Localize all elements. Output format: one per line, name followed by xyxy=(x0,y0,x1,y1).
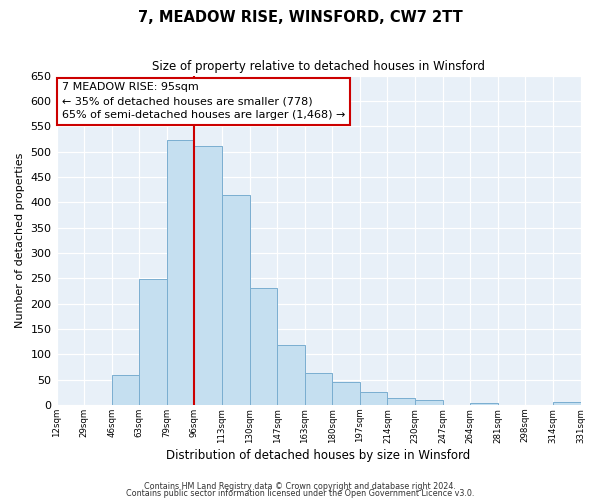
Title: Size of property relative to detached houses in Winsford: Size of property relative to detached ho… xyxy=(152,60,485,73)
Text: Contains HM Land Registry data © Crown copyright and database right 2024.: Contains HM Land Registry data © Crown c… xyxy=(144,482,456,491)
Text: 7 MEADOW RISE: 95sqm
← 35% of detached houses are smaller (778)
65% of semi-deta: 7 MEADOW RISE: 95sqm ← 35% of detached h… xyxy=(62,82,345,120)
Text: Contains public sector information licensed under the Open Government Licence v3: Contains public sector information licen… xyxy=(126,490,474,498)
Bar xyxy=(139,279,167,405)
X-axis label: Distribution of detached houses by size in Winsford: Distribution of detached houses by size … xyxy=(166,450,470,462)
Bar xyxy=(277,345,305,405)
Bar xyxy=(112,374,139,405)
Bar xyxy=(194,146,222,405)
Bar xyxy=(415,400,443,405)
Bar xyxy=(250,288,277,405)
Bar xyxy=(167,140,194,405)
Y-axis label: Number of detached properties: Number of detached properties xyxy=(15,152,25,328)
Bar xyxy=(222,194,250,405)
Text: 7, MEADOW RISE, WINSFORD, CW7 2TT: 7, MEADOW RISE, WINSFORD, CW7 2TT xyxy=(137,10,463,25)
Bar xyxy=(470,404,498,405)
Bar xyxy=(332,382,360,405)
Bar xyxy=(553,402,581,405)
Bar xyxy=(305,373,332,405)
Bar xyxy=(360,392,388,405)
Bar xyxy=(388,398,415,405)
